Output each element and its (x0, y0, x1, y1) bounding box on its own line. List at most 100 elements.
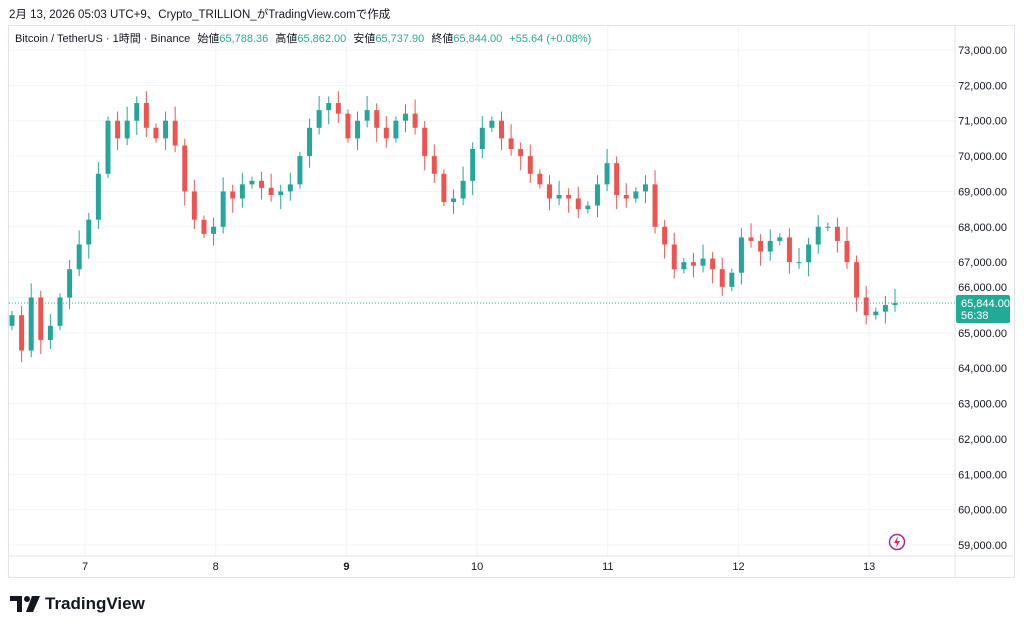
y-tick-label: 61,000.00 (958, 469, 1007, 481)
last-price-value: 65,844.00 (961, 298, 1010, 310)
y-tick-label: 67,000.00 (958, 257, 1007, 269)
low-label: 安値 (353, 33, 376, 45)
x-tick-label: 13 (863, 561, 875, 573)
candle-up (825, 226, 831, 228)
candle-down (412, 113, 418, 128)
candle-down (537, 173, 543, 185)
candle-up (815, 226, 821, 245)
candle-up (767, 240, 773, 252)
candle-up (806, 244, 812, 263)
candle-up (642, 184, 648, 192)
x-tick-label: 7 (82, 561, 88, 573)
candle-up (355, 120, 361, 139)
candle-up (873, 311, 879, 316)
candle-down (422, 127, 428, 157)
candle-down (143, 103, 149, 128)
candle-up (403, 113, 409, 121)
x-tick-label: 9 (343, 561, 349, 573)
chart-caption: 2月 13, 2026 05:03 UTC+9、Crypto_TRILLION_… (9, 9, 391, 21)
candle-down (153, 127, 159, 139)
candle-up (47, 325, 53, 340)
candle-up (239, 184, 245, 199)
candle-down (623, 194, 629, 199)
candle-down (758, 240, 764, 252)
candle-up (134, 103, 140, 121)
candle-up (86, 219, 92, 245)
chart-frame (8, 25, 1015, 578)
symbol-label[interactable]: Bitcoin / TetherUS · 1時間 · Binance (15, 33, 191, 45)
candle-down (374, 110, 380, 128)
candle-up (892, 303, 898, 306)
candle-down (527, 156, 533, 174)
candle-down (345, 113, 351, 139)
candle-down (201, 219, 207, 234)
logo-text: TradingView (45, 594, 145, 613)
open-value: 65,788.36 (219, 33, 269, 45)
candle-down (844, 240, 850, 263)
candle-down (518, 149, 524, 157)
candle-down (834, 226, 840, 241)
y-tick-label: 73,000.00 (958, 45, 1007, 57)
x-tick-label: 12 (732, 561, 744, 573)
y-tick-label: 62,000.00 (958, 434, 1007, 446)
candle-up (105, 120, 111, 174)
x-tick-label: 11 (602, 561, 613, 573)
candle-up (28, 297, 34, 351)
candle-up (67, 269, 73, 298)
candle-down (671, 244, 677, 270)
candle-up (316, 110, 322, 128)
candle-down (566, 194, 572, 199)
x-tick-label: 8 (213, 561, 219, 573)
candle-down (652, 184, 658, 227)
candle-down (335, 103, 341, 114)
ohlc-legend: Bitcoin / TetherUS · 1時間 · Binance 始値65,… (15, 30, 595, 46)
open-label: 始値 (197, 33, 220, 45)
candle-down (383, 127, 389, 139)
candle-up (287, 184, 293, 192)
candle-up (700, 258, 706, 266)
candle-up (393, 120, 399, 139)
y-tick-label: 65,000.00 (958, 328, 1007, 340)
candle-down (182, 145, 188, 192)
candle-up (364, 110, 370, 121)
candle-up (470, 149, 476, 181)
candle-down (710, 258, 716, 270)
candle-down (19, 315, 25, 351)
y-tick-label: 66,000.00 (958, 282, 1007, 294)
candle-up (307, 127, 313, 157)
candle-down (172, 120, 178, 146)
candle-up (479, 127, 485, 150)
candle-up (556, 194, 562, 199)
candle-up (585, 205, 591, 210)
candle-down (230, 191, 236, 199)
close-value: 65,844.00 (453, 33, 503, 45)
candle-up (777, 237, 783, 241)
high-label: 高値 (275, 33, 298, 45)
y-tick-label: 64,000.00 (958, 363, 1007, 375)
tradingview-logo[interactable]: TradingView (10, 594, 145, 614)
candle-down (546, 184, 552, 199)
candle-down (115, 120, 121, 139)
candle-up (76, 244, 82, 270)
candle-up (681, 262, 687, 270)
candle-down (431, 156, 437, 174)
y-tick-label: 68,000.00 (958, 222, 1007, 234)
candle-up (9, 315, 15, 326)
candle-up (489, 120, 495, 128)
candle-up (451, 198, 456, 203)
candle-up (604, 163, 610, 185)
candle-down (441, 173, 447, 203)
low-value: 65,737.90 (375, 33, 425, 45)
lightning-icon[interactable] (888, 533, 906, 556)
candle-down (575, 198, 581, 210)
bar-countdown: 56:38 (961, 310, 989, 322)
candle-down (786, 237, 792, 263)
candle-up (460, 180, 466, 199)
last-price-badge (956, 295, 1010, 324)
candle-up (95, 173, 101, 220)
candle-down (38, 297, 44, 340)
candle-up (633, 191, 639, 199)
candle-up (124, 120, 130, 139)
candle-up (297, 156, 303, 185)
